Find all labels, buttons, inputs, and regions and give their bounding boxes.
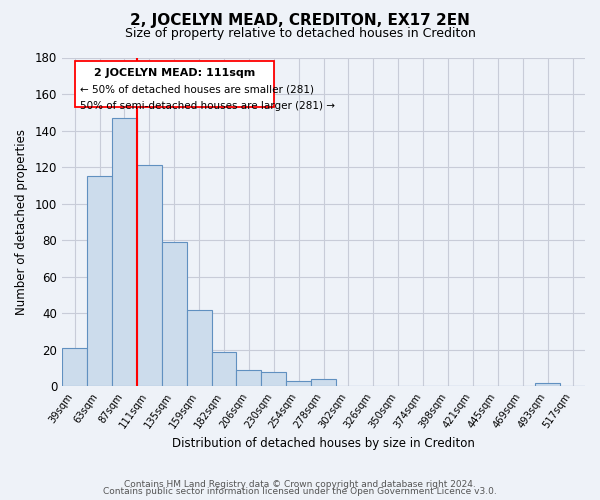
Y-axis label: Number of detached properties: Number of detached properties	[15, 129, 28, 315]
Bar	[162, 242, 187, 386]
Bar	[535, 382, 560, 386]
FancyBboxPatch shape	[76, 61, 274, 107]
Bar	[62, 348, 87, 387]
Bar	[112, 118, 137, 386]
Bar	[311, 379, 336, 386]
Text: 2, JOCELYN MEAD, CREDITON, EX17 2EN: 2, JOCELYN MEAD, CREDITON, EX17 2EN	[130, 12, 470, 28]
Bar	[137, 166, 162, 386]
Text: ← 50% of detached houses are smaller (281): ← 50% of detached houses are smaller (28…	[80, 85, 314, 95]
Text: 50% of semi-detached houses are larger (281) →: 50% of semi-detached houses are larger (…	[80, 102, 335, 112]
Text: Size of property relative to detached houses in Crediton: Size of property relative to detached ho…	[125, 28, 475, 40]
X-axis label: Distribution of detached houses by size in Crediton: Distribution of detached houses by size …	[172, 437, 475, 450]
Bar	[187, 310, 212, 386]
Bar	[212, 352, 236, 386]
Text: Contains HM Land Registry data © Crown copyright and database right 2024.: Contains HM Land Registry data © Crown c…	[124, 480, 476, 489]
Bar	[236, 370, 262, 386]
Bar	[87, 176, 112, 386]
Bar	[262, 372, 286, 386]
Bar	[286, 381, 311, 386]
Text: 2 JOCELYN MEAD: 111sqm: 2 JOCELYN MEAD: 111sqm	[94, 68, 255, 78]
Text: Contains public sector information licensed under the Open Government Licence v3: Contains public sector information licen…	[103, 487, 497, 496]
